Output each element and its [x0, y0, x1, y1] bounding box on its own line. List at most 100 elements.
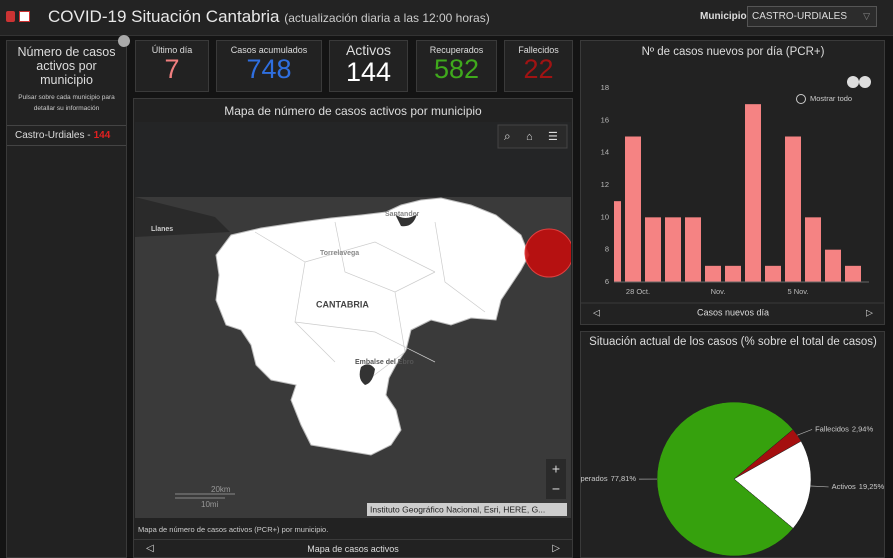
- list-icon[interactable]: ☰: [548, 131, 558, 143]
- title: COVID-19 Situación Cantabria (actualizac…: [48, 7, 490, 27]
- attribution-bg: [367, 503, 567, 516]
- stat-label: Activos: [345, 42, 392, 58]
- bar: [645, 217, 661, 282]
- scale-km: 20km: [211, 485, 231, 494]
- search-icon[interactable]: ⌕: [504, 129, 511, 143]
- y-tick-label: 12: [601, 180, 609, 189]
- municipio-value: CASTRO-URDIALES: [752, 11, 848, 22]
- bar: [805, 217, 821, 282]
- map-panel: Mapa de número de casos activos por muni…: [133, 98, 573, 558]
- flag-icon: [6, 11, 15, 22]
- stat-label: Casos acumulados: [230, 45, 308, 55]
- scale-mi: 10mi: [201, 500, 219, 509]
- next-arrow[interactable]: ▷: [552, 543, 560, 554]
- pie-chart: Situación actual de los casos (% sobre e…: [581, 336, 885, 557]
- bar-panel: Nº de casos nuevos por día (PCR+) Mostrar…: [580, 40, 885, 325]
- stat-box: Último día 7: [135, 40, 209, 92]
- flag-icon: [19, 11, 30, 22]
- stat-value: 748: [246, 54, 292, 84]
- left-panel: Número de casos activos por municipio Pu…: [6, 40, 127, 558]
- stat-value: 582: [433, 54, 480, 84]
- leader-line: [797, 429, 813, 436]
- reset-icon[interactable]: [796, 94, 806, 104]
- y-tick-label: 8: [605, 245, 609, 254]
- header: COVID-19 Situación Cantabria (actualizac…: [0, 0, 893, 36]
- map-toolbar[interactable]: [497, 124, 568, 149]
- place-label: CANTABRIA: [316, 299, 369, 309]
- dropdown-arrow: ▽: [863, 11, 870, 21]
- stat-label: Recuperados: [429, 45, 484, 55]
- reset-zoom[interactable]: Mostrar todo: [810, 94, 852, 103]
- collapse-button[interactable]: [118, 35, 130, 47]
- bay: [395, 214, 417, 227]
- municipio-border: [434, 221, 486, 313]
- municipio-item[interactable]: Castro-Urdiales -144: [7, 125, 126, 145]
- stat-label: Fallecidos: [518, 45, 559, 55]
- map-title: Mapa de número de casos activos por muni…: [224, 104, 482, 118]
- stat-value: 22: [523, 54, 554, 84]
- slice-label: Fallecidos 2,94%: [815, 424, 873, 433]
- stat-value: 144: [345, 57, 392, 87]
- y-tick-label: 16: [601, 115, 609, 124]
- chart-button[interactable]: [847, 76, 859, 88]
- y-tick-label: 18: [601, 83, 609, 92]
- bar: [765, 265, 781, 282]
- slice-value: 19,25%: [859, 482, 885, 491]
- stat-value: 7: [164, 54, 180, 84]
- left-panel-title: Número de casos activos por municipio: [17, 45, 116, 87]
- slice-label: Recuperados77,81%: [581, 474, 636, 483]
- x-axis-label: Casos nuevos día: [697, 307, 769, 317]
- bar: [665, 217, 681, 282]
- y-tick-label: 10: [601, 212, 609, 221]
- stat-box: Casos acumulados 748: [216, 40, 322, 92]
- zoom-in-button[interactable]: [546, 459, 566, 479]
- bar: [845, 265, 861, 282]
- home-icon[interactable]: ⌂: [526, 131, 533, 143]
- map: Llanes Torrelavega Santander CANTABRIA Embal…: [135, 122, 571, 518]
- chart-title: Situación actual de los casos (% sobre e…: [589, 336, 877, 348]
- municipio-value: 144: [93, 130, 111, 141]
- zoom-out: −: [552, 481, 560, 497]
- slice-value: 77,81%: [611, 474, 637, 483]
- pie-panel: Situación actual de los casos (% sobre e…: [580, 331, 885, 558]
- slice-value: 2,94%: [852, 424, 874, 433]
- y-tick-label: 6: [605, 277, 609, 286]
- y-tick-label: 14: [601, 148, 609, 157]
- municipio-select[interactable]: CASTRO-URDIALES ▽: [747, 6, 877, 27]
- bar: [685, 217, 701, 282]
- place-label: Torrelavega: [320, 250, 359, 257]
- slice-category: Fallecidos: [815, 424, 849, 433]
- slice-label: Activos 19,25%: [832, 482, 885, 491]
- prev-arrow[interactable]: ◁: [593, 307, 600, 317]
- municipio-label: Municipio: [700, 11, 747, 22]
- map-caption: Mapa de número de casos activos (PCR+) p…: [138, 525, 329, 534]
- stat-box: Recuperados 582: [416, 40, 497, 92]
- x-tick-label: 28 Oct.: [626, 287, 650, 296]
- municipio-border: [254, 231, 336, 363]
- reservoir: [359, 364, 375, 385]
- bar: [825, 249, 841, 282]
- place-label: Embalse del Ebro: [355, 359, 414, 366]
- zoom-out-button[interactable]: [546, 479, 566, 499]
- municipio-border: [334, 221, 436, 293]
- bar: [745, 104, 761, 282]
- chart-button[interactable]: [859, 76, 871, 88]
- slice-category: Activos: [832, 482, 856, 491]
- stat-label: Último día: [151, 45, 193, 55]
- next-arrow[interactable]: ▷: [866, 307, 873, 317]
- bar: [725, 265, 741, 282]
- municipio-name: Castro-Urdiales -: [15, 130, 91, 141]
- subtitle: (actualización diaria a las 12:00 horas): [284, 11, 490, 25]
- leader-line: [810, 485, 829, 488]
- left-panel-hint: Pulsar sobre cada municipio para detalla…: [18, 94, 115, 112]
- region-shape: [215, 197, 530, 456]
- x-tick-label: Nov.: [711, 287, 726, 296]
- prev-arrow[interactable]: ◁: [146, 543, 154, 554]
- scale-bar: [175, 493, 235, 499]
- zoom-in: +: [552, 461, 560, 477]
- place-label: Santander: [385, 211, 420, 218]
- plot: [614, 104, 861, 282]
- bar: [625, 136, 641, 282]
- map-footer-label: Mapa de casos activos: [307, 544, 399, 554]
- map-footer: ◁ Mapa de casos activos ▷: [134, 539, 572, 557]
